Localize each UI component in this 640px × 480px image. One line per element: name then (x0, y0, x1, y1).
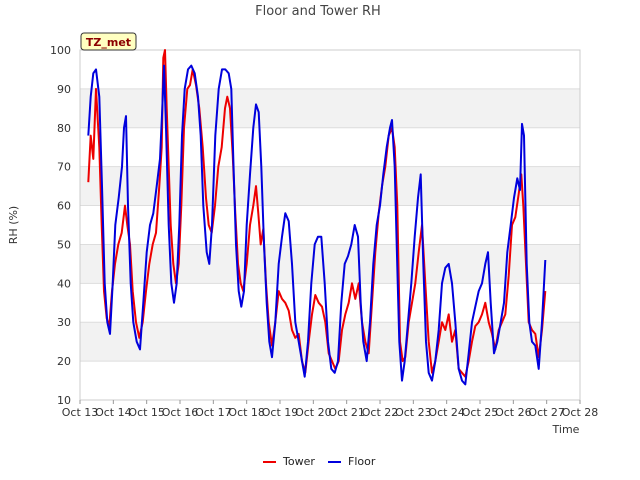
series-layer (87, 49, 547, 386)
plot-frame (79, 49, 581, 401)
x-tick-label: Oct 21 (328, 406, 365, 419)
y-tick-label: 80 (57, 122, 71, 135)
band (80, 244, 580, 284)
y-tick-label: 70 (57, 161, 71, 174)
x-tick-label: Oct 28 (562, 406, 599, 419)
y-axis-title: RH (%) (7, 206, 20, 244)
x-tick-label: Oct 20 (295, 406, 332, 419)
x-tick-label: Oct 19 (262, 406, 299, 419)
x-axis-title: Time (552, 423, 580, 436)
y-tick-label: 90 (57, 83, 71, 96)
y-tick-label: 30 (57, 316, 71, 329)
chart-title: Floor and Tower RH (255, 4, 381, 19)
site-label-text: TZ_met (86, 36, 131, 49)
x-tick-label: Oct 16 (162, 406, 199, 419)
y-tick-label: 100 (50, 44, 71, 57)
series-line-floor (87, 64, 547, 386)
x-tick-label: Oct 25 (462, 406, 499, 419)
y-tick-label: 40 (57, 277, 71, 290)
legend-item-floor: Floor (328, 455, 376, 468)
x-tick-label: Oct 14 (95, 406, 132, 419)
legend: Tower Floor (263, 455, 376, 468)
legend-label-tower: Tower (282, 455, 315, 468)
band (80, 88, 580, 128)
site-label-background (80, 32, 137, 51)
x-tick-label: Oct 17 (195, 406, 232, 419)
legend-item-tower: Tower (263, 455, 315, 468)
x-tick-label: Oct 18 (228, 406, 265, 419)
x-tick-label: Oct 23 (395, 406, 432, 419)
legend-label-floor: Floor (348, 455, 376, 468)
x-tick-label: Oct 22 (362, 406, 399, 419)
y-axis-ticks: 10 20 30 40 50 60 70 80 90 100 (50, 44, 71, 407)
x-tick-label: Oct 24 (428, 406, 465, 419)
x-tick-label: Oct 26 (495, 406, 532, 419)
x-tick-label: Oct 27 (528, 406, 565, 419)
y-tick-label: 60 (57, 200, 71, 213)
y-tick-label: 50 (57, 238, 71, 251)
x-tick-label: Oct 13 (62, 406, 99, 419)
site-label-box: TZ_met (80, 32, 137, 51)
y-tick-label: 20 (57, 355, 71, 368)
band (80, 166, 580, 206)
x-tick-label: Oct 15 (128, 406, 165, 419)
y-tick-label: 10 (57, 394, 71, 407)
